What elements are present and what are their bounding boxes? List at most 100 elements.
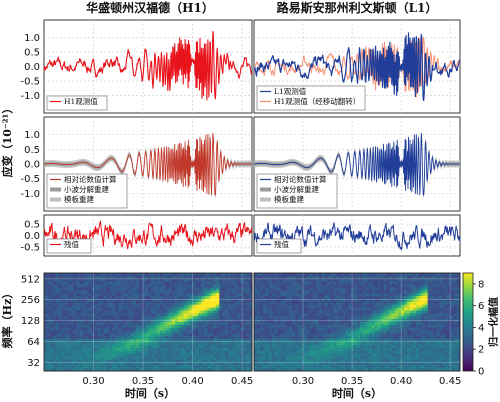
heatmap-cell: [145, 281, 149, 285]
heatmap-cell: [380, 345, 384, 349]
heatmap-cell: [103, 275, 107, 280]
heatmap-cell: [243, 310, 247, 314]
heatmap-cell: [312, 301, 317, 306]
heatmap-cell: [228, 273, 232, 277]
heatmap-cell: [150, 327, 155, 332]
heatmap-cell: [55, 356, 60, 360]
y-tick-label: -1.0: [20, 189, 40, 200]
heatmap-cell: [127, 336, 131, 340]
heatmap-cell: [150, 278, 155, 283]
heatmap-cell: [115, 301, 119, 306]
heatmap-cell: [234, 316, 238, 320]
heatmap-cell: [365, 350, 370, 355]
heatmap-cell: [133, 345, 137, 349]
heatmap-cell: [262, 319, 267, 323]
heatmap-cell: [121, 319, 125, 323]
heatmap-cell: [148, 365, 152, 369]
heatmap-cell: [148, 313, 152, 317]
heatmap-cell: [259, 301, 264, 306]
heatmap-cell: [219, 362, 223, 366]
heatmap-cell: [118, 273, 122, 277]
heatmap-cell: [365, 287, 370, 291]
heatmap-cell: [321, 362, 326, 366]
heatmap-cell: [312, 310, 317, 314]
heatmap-cell: [88, 278, 92, 283]
heatmap-cell: [67, 322, 72, 326]
heatmap-cell: [100, 356, 104, 360]
heatmap-cell: [268, 281, 273, 285]
heatmap-cell: [362, 290, 367, 294]
heatmap-cell: [153, 273, 158, 277]
heatmap-cell: [136, 356, 140, 360]
heatmap-cell: [189, 304, 193, 308]
heatmap-cell: [309, 316, 314, 320]
heatmap-cell: [451, 347, 455, 352]
heatmap-cell: [427, 347, 431, 352]
heatmap-cell: [103, 284, 107, 288]
heatmap-cell: [324, 310, 328, 314]
heatmap-cell: [46, 316, 51, 320]
heatmap-cell: [240, 339, 244, 343]
heatmap-cell: [207, 284, 211, 288]
heatmap-cell: [259, 345, 264, 349]
heatmap-cell: [256, 290, 261, 294]
heatmap-cell: [345, 327, 349, 332]
heatmap-cell: [216, 273, 220, 277]
heatmap-cell: [362, 296, 367, 300]
heatmap-cell: [292, 327, 296, 332]
heatmap-cell: [271, 278, 275, 283]
heatmap-cell: [359, 287, 364, 291]
heatmap-cell: [94, 287, 98, 291]
heatmap-cell: [180, 327, 185, 332]
heatmap-cell: [136, 336, 140, 340]
heatmap-cell: [55, 293, 60, 297]
heatmap-cell: [298, 327, 302, 332]
heatmap-cell: [82, 368, 86, 372]
heatmap-cell: [91, 356, 95, 360]
heatmap-cell: [112, 322, 116, 326]
heatmap-cell: [424, 304, 429, 308]
heatmap-cell: [259, 316, 264, 320]
heatmap-cell: [265, 324, 270, 329]
heatmap-cell: [354, 330, 358, 334]
heatmap-cell: [231, 333, 235, 337]
heatmap-cell: [145, 368, 149, 372]
heatmap-cell: [430, 324, 434, 329]
heatmap-cell: [222, 301, 226, 306]
heatmap-cell: [418, 278, 423, 283]
heatmap-cell: [189, 345, 193, 349]
heatmap-cell: [418, 322, 423, 326]
heatmap-cell: [451, 359, 455, 363]
heatmap-cell: [186, 362, 190, 366]
heatmap-cell: [139, 301, 143, 306]
colorbar-label: 归一化幅值: [487, 297, 500, 347]
heatmap-cell: [46, 290, 51, 294]
heatmap-cell: [192, 293, 196, 297]
heatmap-cell: [409, 278, 414, 283]
heatmap-cell: [231, 319, 235, 323]
heatmap-cell: [145, 287, 149, 291]
heatmap-cell: [130, 330, 134, 334]
heatmap-cell: [156, 345, 161, 349]
heatmap-cell: [386, 359, 390, 363]
heatmap-cell: [207, 301, 211, 306]
heatmap-cell: [395, 365, 399, 369]
heatmap-cell: [121, 275, 125, 280]
heatmap-cell: [415, 307, 420, 311]
heatmap-cell: [339, 365, 343, 369]
heatmap-cell: [359, 330, 364, 334]
heatmap-cell: [348, 333, 352, 337]
heatmap-cell: [362, 310, 367, 314]
heatmap-cell: [201, 324, 205, 329]
heatmap-cell: [318, 319, 323, 323]
heatmap-cell: [148, 339, 152, 343]
heatmap-cell: [79, 304, 84, 308]
heatmap-cell: [225, 368, 229, 372]
heatmap-cell: [118, 307, 122, 311]
y-tick-label: 0.0: [24, 160, 40, 171]
heatmap-cell: [249, 278, 253, 283]
heatmap-cell: [256, 339, 261, 343]
heatmap-cell: [424, 362, 429, 366]
heatmap-cell: [451, 362, 455, 366]
heatmap-cell: [145, 307, 149, 311]
